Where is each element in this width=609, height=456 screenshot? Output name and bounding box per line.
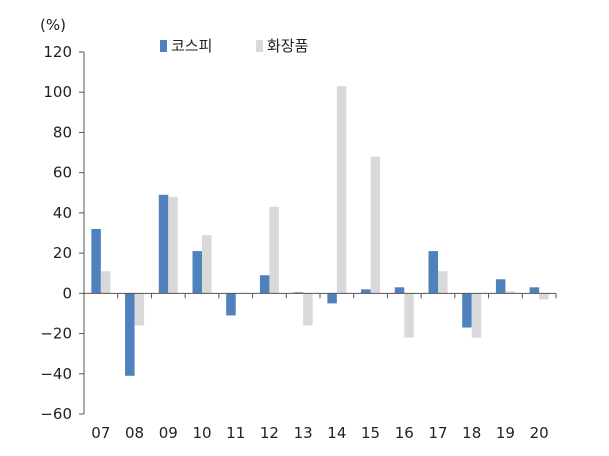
x-axis-ticks: 07 08 09 10 11 12 13 14 15 16 17 18 19 20 (91, 424, 548, 442)
bar-cosmetics-12 (269, 206, 279, 294)
x-tick-label: 12 (260, 424, 279, 442)
y-axis-ticks: 120 100 80 60 40 20 0 −20 −40 −60 (40, 43, 84, 423)
bar-kospi-19 (495, 279, 506, 294)
bar-kospi-20 (529, 287, 540, 294)
bar-cosmetics-17 (438, 271, 448, 294)
x-tick-label: 13 (294, 424, 313, 442)
bar-kospi-12 (259, 275, 270, 294)
bar-cosmetics-20 (539, 293, 549, 300)
bar-kospi-08 (125, 293, 135, 376)
y-tick-label: 0 (62, 284, 72, 302)
bar-cosmetics-18 (471, 293, 482, 338)
y-tick-label: 20 (53, 244, 72, 262)
bar-kospi-18 (462, 293, 472, 328)
bar-cosmetics-08 (134, 293, 145, 326)
bar-cosmetics-07 (100, 271, 111, 294)
bar-cosmetics-10 (202, 235, 212, 294)
x-tick-label: 07 (91, 424, 110, 442)
y-tick-label: 40 (53, 204, 72, 222)
x-tick-label: 16 (395, 424, 414, 442)
x-tick-label: 14 (327, 424, 346, 442)
y-tick-label: 120 (43, 43, 72, 61)
x-tick-label: 15 (361, 424, 380, 442)
y-tick-label: 60 (53, 164, 72, 182)
y-tick-label: −60 (40, 405, 72, 423)
bar-kospi-17 (428, 251, 438, 294)
bar-cosmetics-14 (336, 86, 347, 294)
x-tick-label: 11 (226, 424, 245, 442)
unit-label: (%) (40, 16, 66, 34)
legend-swatch-cosmetics (256, 40, 263, 52)
bar-kospi-13 (293, 292, 304, 294)
legend-swatch-kospi (160, 40, 167, 52)
y-tick-label: 100 (43, 83, 72, 101)
bar-cosmetics-09 (168, 196, 178, 294)
x-tick-label: 19 (496, 424, 515, 442)
x-tick-label: 20 (530, 424, 549, 442)
legend-label-kospi: 코스피 (171, 37, 212, 55)
axes (83, 52, 557, 414)
y-tick-label: 80 (53, 123, 72, 141)
legend: 코스피 화장품 (160, 37, 308, 55)
bar-cosmetics-15 (370, 156, 381, 294)
bar-kospi-14 (327, 293, 337, 304)
y-tick-label: −40 (40, 365, 72, 383)
bar-cosmetics-16 (404, 293, 414, 338)
bar-kospi-16 (394, 287, 405, 294)
x-tick-label: 10 (192, 424, 211, 442)
bar-cosmetics-19 (505, 291, 515, 294)
x-tick-label: 08 (125, 424, 144, 442)
y-tick-label: −20 (40, 325, 72, 343)
x-tick-label: 17 (428, 424, 447, 442)
bar-cosmetics-13 (303, 293, 313, 326)
bar-kospi-07 (91, 228, 101, 294)
bars (91, 86, 549, 376)
x-tick-label: 18 (462, 424, 481, 442)
bar-kospi-10 (192, 251, 202, 294)
bar-kospi-11 (226, 293, 236, 316)
bar-kospi-09 (158, 194, 169, 294)
bar-kospi-15 (361, 289, 371, 294)
legend-label-cosmetics: 화장품 (267, 37, 308, 55)
x-tick-label: 09 (159, 424, 178, 442)
